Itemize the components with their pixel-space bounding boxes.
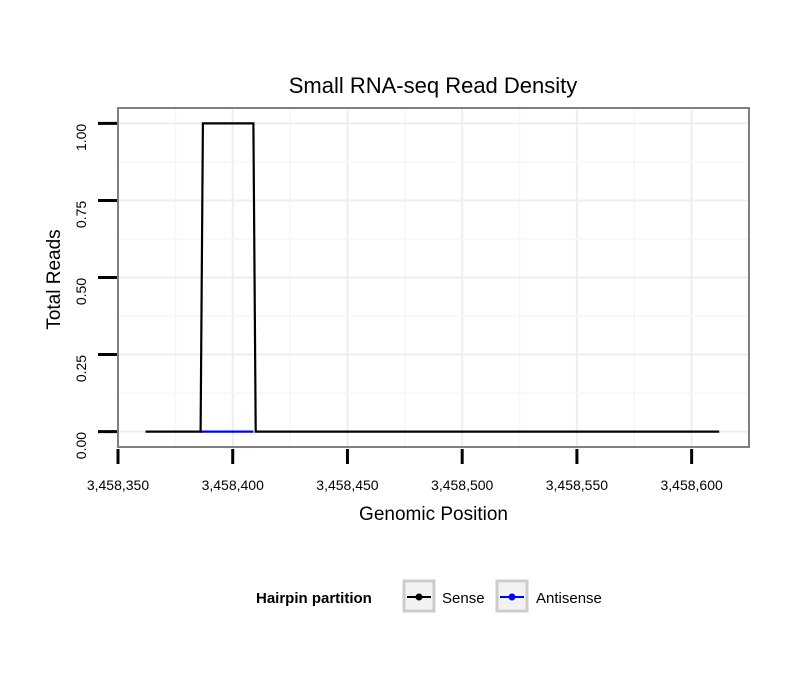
- legend: Hairpin partition Sense Antisense: [256, 579, 602, 613]
- x-axis: 3,458,350 3,458,400 3,458,450 3,458,500 3,45…: [87, 449, 723, 493]
- grid: [117, 108, 750, 447]
- x-tick-label: 3,458,350: [87, 477, 149, 493]
- series-layer: [145, 122, 720, 433]
- x-tick-label: 3,458,550: [546, 477, 608, 493]
- legend-dot-sense: [415, 593, 423, 601]
- legend-label-sense: Sense: [442, 590, 485, 607]
- y-tick-label: 0.00: [73, 432, 89, 459]
- chart-title: Small RNA-seq Read Density: [289, 73, 578, 98]
- legend-label-antisense: Antisense: [536, 590, 602, 607]
- series-line-sense: [145, 122, 720, 433]
- x-tick-label: 3,458,600: [660, 477, 722, 493]
- plot-frame: [117, 107, 750, 448]
- legend-dot-antisense: [508, 593, 516, 601]
- y-tick-label: 1.00: [73, 124, 89, 151]
- x-axis-label: Genomic Position: [359, 504, 508, 525]
- y-axis: 0.00 0.25 0.50 0.75 1.00: [73, 121, 117, 459]
- y-tick-label: 0.75: [73, 201, 89, 228]
- x-tick-label: 3,458,500: [431, 477, 493, 493]
- y-axis-label: Total Reads: [44, 229, 65, 329]
- x-tick-label: 3,458,400: [202, 477, 264, 493]
- y-tick-label: 0.50: [73, 278, 89, 305]
- legend-title: Hairpin partition: [256, 590, 372, 607]
- x-tick-label: 3,458,450: [316, 477, 378, 493]
- y-tick-label: 0.25: [73, 355, 89, 382]
